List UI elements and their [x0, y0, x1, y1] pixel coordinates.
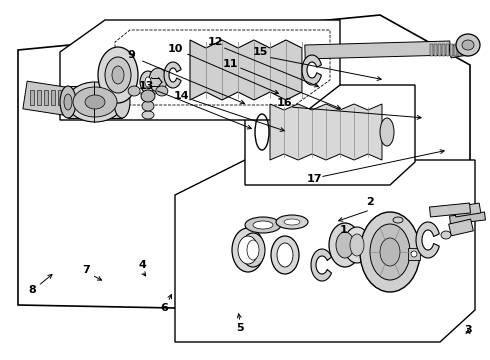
Ellipse shape [245, 217, 281, 233]
Ellipse shape [142, 101, 154, 111]
Ellipse shape [370, 224, 410, 280]
Ellipse shape [344, 227, 370, 263]
Polygon shape [51, 90, 55, 105]
Polygon shape [430, 44, 433, 56]
Polygon shape [434, 44, 437, 56]
Ellipse shape [128, 86, 140, 96]
Text: 4: 4 [138, 260, 146, 270]
Ellipse shape [105, 57, 131, 93]
Text: 8: 8 [28, 285, 36, 295]
Text: 6: 6 [160, 303, 168, 313]
Polygon shape [311, 249, 332, 281]
Ellipse shape [149, 68, 167, 92]
Ellipse shape [411, 251, 417, 257]
Ellipse shape [284, 219, 300, 225]
Polygon shape [23, 81, 92, 119]
Polygon shape [44, 90, 48, 105]
Polygon shape [245, 85, 415, 185]
Polygon shape [462, 44, 465, 56]
Ellipse shape [329, 223, 361, 267]
Ellipse shape [232, 228, 264, 272]
Ellipse shape [142, 111, 154, 119]
Polygon shape [442, 44, 445, 56]
Polygon shape [37, 90, 41, 105]
Ellipse shape [253, 221, 273, 229]
Polygon shape [446, 44, 449, 56]
Ellipse shape [271, 236, 299, 274]
Ellipse shape [98, 47, 138, 103]
Text: 1: 1 [340, 225, 348, 235]
Ellipse shape [60, 86, 76, 118]
Text: 3: 3 [464, 325, 472, 335]
Polygon shape [60, 20, 340, 120]
Ellipse shape [140, 71, 156, 93]
Polygon shape [270, 104, 382, 160]
Ellipse shape [350, 234, 364, 256]
Polygon shape [68, 86, 122, 118]
Text: 16: 16 [276, 98, 292, 108]
Ellipse shape [277, 243, 293, 267]
Polygon shape [450, 44, 453, 56]
Polygon shape [190, 40, 302, 100]
Ellipse shape [114, 86, 130, 118]
Polygon shape [58, 90, 62, 105]
Polygon shape [408, 248, 420, 260]
Text: 14: 14 [173, 91, 189, 101]
Polygon shape [18, 15, 470, 308]
Polygon shape [164, 62, 181, 88]
Ellipse shape [336, 232, 354, 258]
Text: 13: 13 [138, 81, 154, 91]
Text: 11: 11 [222, 59, 238, 69]
Polygon shape [65, 90, 69, 105]
Text: 2: 2 [366, 197, 374, 207]
Polygon shape [454, 44, 457, 56]
Polygon shape [449, 212, 486, 224]
Ellipse shape [85, 95, 105, 109]
Ellipse shape [380, 238, 400, 266]
Ellipse shape [462, 40, 474, 50]
Ellipse shape [112, 66, 124, 84]
Ellipse shape [67, 82, 123, 122]
Text: 9: 9 [127, 50, 135, 60]
Ellipse shape [441, 231, 451, 239]
Polygon shape [302, 55, 321, 85]
Ellipse shape [241, 233, 265, 267]
Polygon shape [438, 44, 441, 56]
Polygon shape [305, 41, 450, 59]
Polygon shape [454, 203, 481, 217]
Ellipse shape [247, 240, 259, 260]
Polygon shape [30, 90, 34, 105]
Ellipse shape [360, 212, 420, 292]
Text: 7: 7 [82, 265, 90, 275]
Ellipse shape [64, 94, 72, 110]
Ellipse shape [156, 86, 168, 96]
Ellipse shape [380, 118, 394, 146]
Text: 10: 10 [167, 44, 183, 54]
Text: 5: 5 [236, 323, 244, 333]
Polygon shape [458, 44, 461, 56]
Ellipse shape [145, 77, 151, 87]
Text: 17: 17 [306, 174, 322, 184]
Ellipse shape [393, 217, 403, 223]
Text: 15: 15 [252, 47, 268, 57]
Text: 12: 12 [207, 37, 223, 47]
Polygon shape [416, 222, 439, 258]
Polygon shape [449, 42, 473, 58]
Polygon shape [466, 44, 469, 56]
Ellipse shape [276, 215, 308, 229]
Ellipse shape [141, 90, 155, 102]
Ellipse shape [73, 87, 117, 117]
Ellipse shape [238, 236, 258, 264]
Polygon shape [175, 160, 475, 342]
Polygon shape [430, 203, 470, 217]
Ellipse shape [456, 34, 480, 56]
Polygon shape [449, 219, 473, 236]
